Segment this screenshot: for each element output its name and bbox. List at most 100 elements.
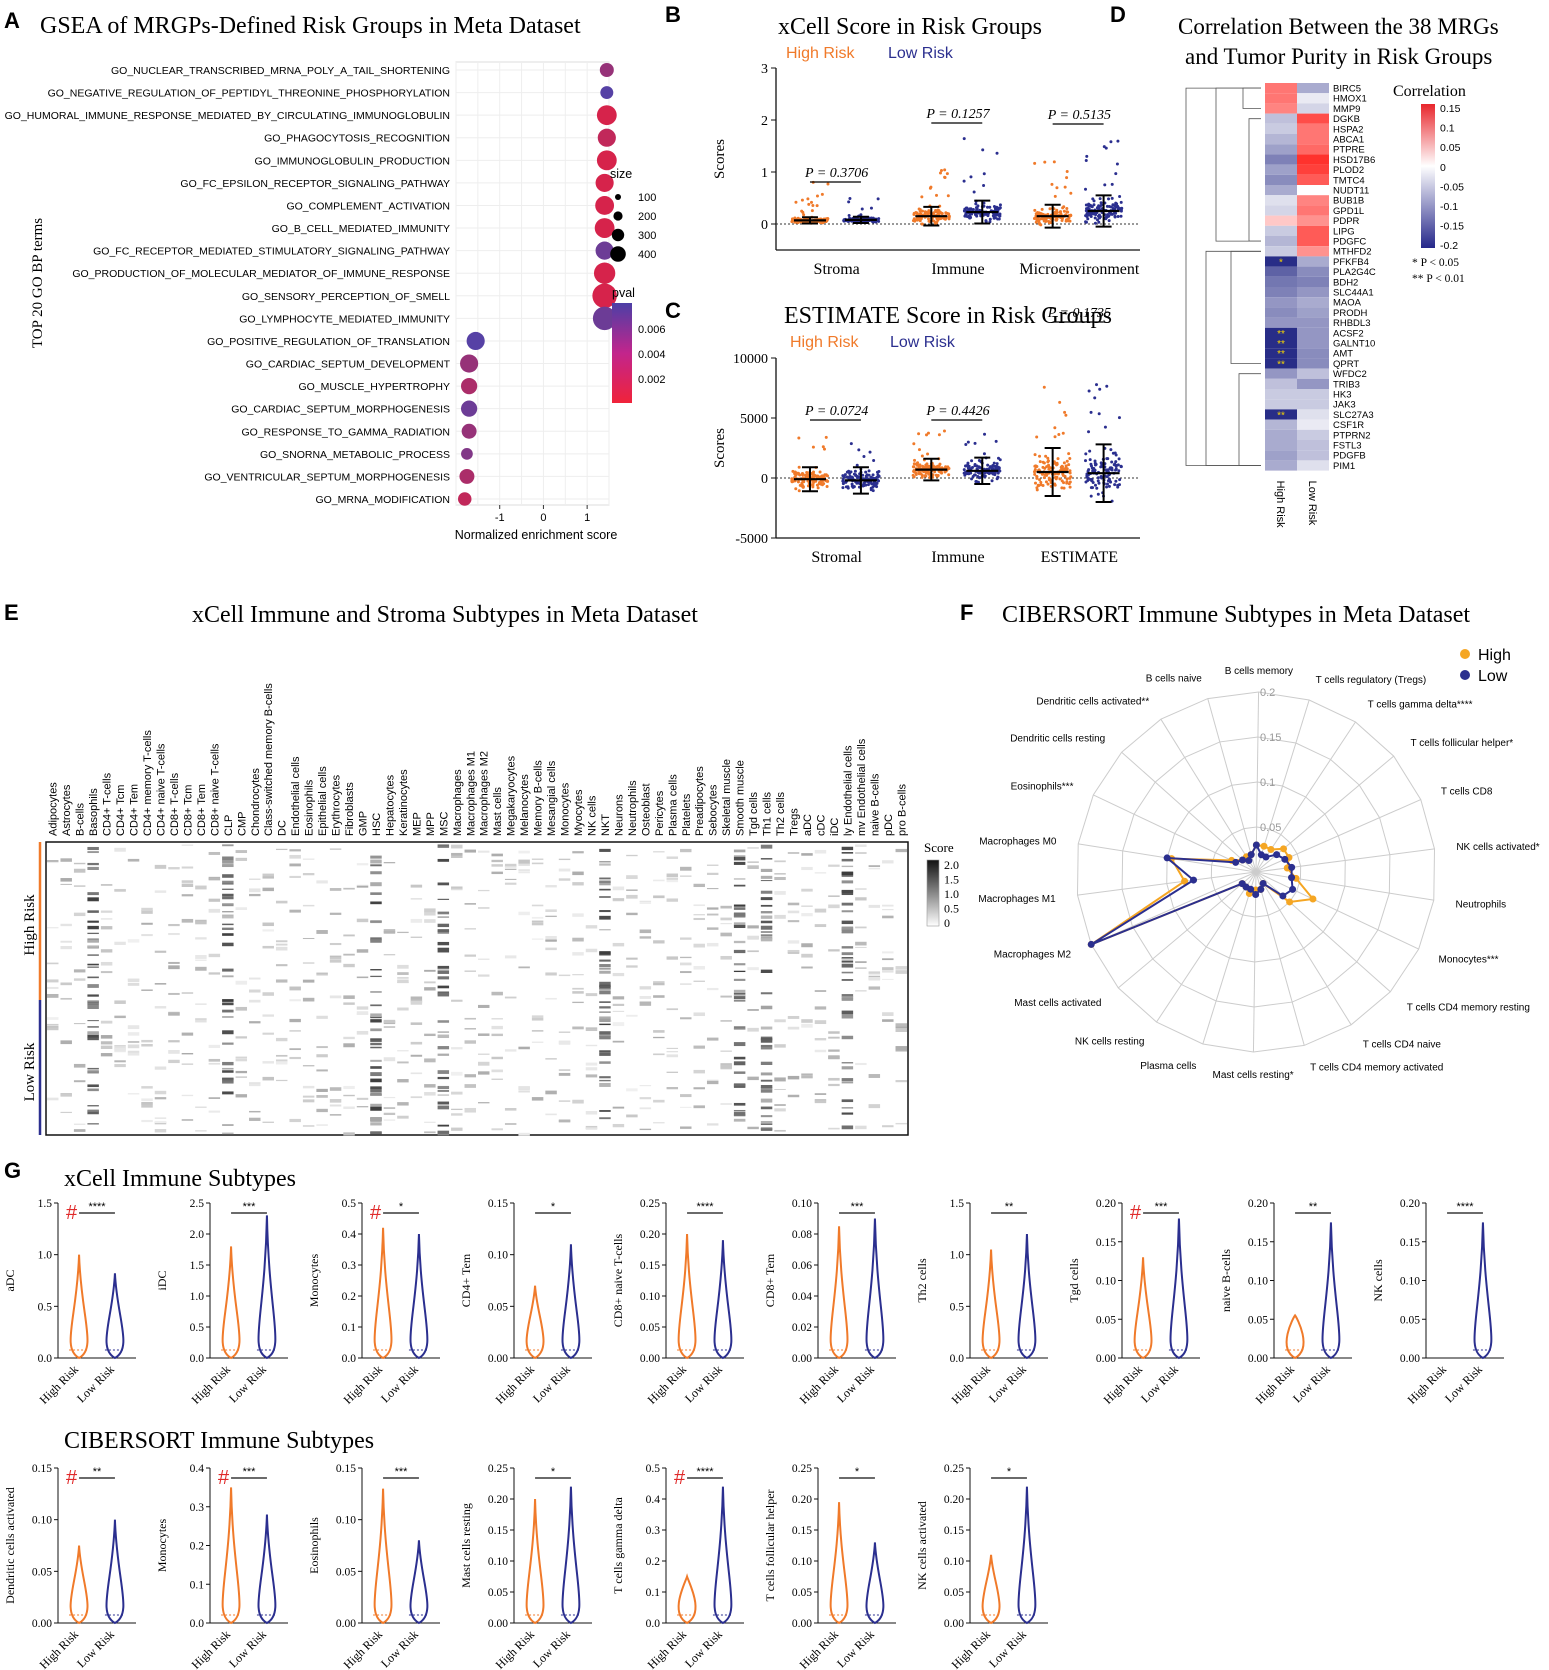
heat-cell xyxy=(168,1049,180,1054)
data-point xyxy=(1046,456,1050,460)
heat-cell xyxy=(639,902,652,904)
heat-cell xyxy=(222,1132,234,1135)
group-label: Low Risk xyxy=(226,1627,269,1670)
column-label: Astrocytes xyxy=(61,784,73,836)
heat-cell xyxy=(383,930,396,934)
heat-cell xyxy=(87,910,99,913)
heat-cell xyxy=(841,994,854,997)
heat-cell xyxy=(855,897,867,901)
data-point xyxy=(826,217,830,221)
data-point xyxy=(1067,452,1071,456)
heat-cell xyxy=(222,1016,234,1018)
heat-cell xyxy=(1265,134,1297,145)
radar-point xyxy=(1288,874,1296,882)
data-point xyxy=(1035,476,1039,480)
radar-point xyxy=(1259,879,1267,887)
group-label: High Risk xyxy=(189,1627,234,1670)
heat-cell xyxy=(747,925,759,929)
heat-cell xyxy=(437,929,450,932)
legend-label-high: High xyxy=(1478,647,1511,664)
score-tick-label: 0 xyxy=(944,916,950,930)
violin-shape xyxy=(865,1218,885,1360)
heat-cell xyxy=(558,974,571,977)
heat-cell xyxy=(329,959,342,963)
heat-cell xyxy=(572,991,584,994)
heat-cell xyxy=(882,970,894,973)
heat-cell xyxy=(208,1110,221,1113)
sig-note: ** P < 0.01 xyxy=(1412,273,1465,285)
heat-cell xyxy=(47,1025,59,1029)
y-tick-label: 0.0 xyxy=(950,1353,965,1365)
heat-cell xyxy=(464,970,476,972)
data-point xyxy=(1053,426,1057,430)
y-tick-label: 1 xyxy=(761,166,768,181)
heat-cell xyxy=(87,939,99,943)
heat-cell xyxy=(666,956,679,960)
heat-cell xyxy=(1297,144,1329,155)
y-tick-label: 0.05 xyxy=(336,1566,356,1578)
term-label: GO_NEGATIVE_REGULATION_OF_PEPTIDYL_THREO… xyxy=(48,88,450,100)
heat-cell xyxy=(653,982,665,986)
y-tick-label: 0.10 xyxy=(944,1556,964,1568)
data-point xyxy=(926,431,930,435)
heat-cell xyxy=(100,1053,113,1057)
violin-shape xyxy=(981,1554,1001,1625)
radar-spoke xyxy=(1255,871,1419,950)
data-point xyxy=(934,210,938,214)
gene-label: MAOA xyxy=(1333,298,1362,309)
heat-cell xyxy=(612,1106,625,1109)
data-point xyxy=(1114,172,1118,176)
heat-cell xyxy=(316,1124,328,1126)
heat-cell xyxy=(249,893,261,897)
hash-mark: # xyxy=(370,1202,382,1224)
heat-cell xyxy=(653,851,665,853)
heat-cell xyxy=(60,946,72,950)
column-label: MPP xyxy=(425,812,437,836)
y-tick-label: 0.00 xyxy=(1400,1353,1420,1365)
gene-label: GPD1L xyxy=(1333,206,1364,217)
heat-cell xyxy=(787,910,800,914)
heat-cell xyxy=(760,1106,773,1110)
heat-cell xyxy=(518,911,530,916)
heat-cell xyxy=(518,966,530,969)
heat-cell xyxy=(370,975,382,978)
heat-cell xyxy=(545,947,557,951)
column-label: Low Risk xyxy=(1306,481,1318,526)
column-label: cDC xyxy=(815,815,827,836)
heat-cell xyxy=(73,1123,86,1125)
heat-cell xyxy=(87,892,99,896)
sig-label: *** xyxy=(243,1466,257,1478)
data-point xyxy=(1113,215,1117,219)
heat-cell xyxy=(895,1122,907,1125)
heat-cell xyxy=(1297,297,1329,308)
data-point xyxy=(1043,160,1047,164)
heat-cell xyxy=(141,1119,153,1123)
column-label: NKT xyxy=(600,814,612,836)
radar-spoke xyxy=(1255,871,1352,1026)
data-point xyxy=(986,463,990,467)
heat-cell xyxy=(195,1003,207,1005)
column-label: Keratinocytes xyxy=(398,769,410,836)
data-point xyxy=(1061,431,1065,435)
radar-category-label: Dendritic cells activated** xyxy=(1036,697,1149,708)
heat-cell xyxy=(612,886,625,891)
data-point xyxy=(797,489,801,493)
data-point xyxy=(872,458,876,462)
column-label: NK cells xyxy=(586,795,598,836)
data-point xyxy=(1054,472,1058,476)
corr-tick-label: -0.1 xyxy=(1440,201,1458,213)
violin-ylabel: Monocytes xyxy=(307,1254,321,1308)
data-point xyxy=(1098,387,1102,391)
heat-cell xyxy=(801,888,813,892)
heat-cell xyxy=(168,1040,180,1043)
heat-cell xyxy=(249,1110,261,1113)
gene-label: BUB1B xyxy=(1333,196,1364,207)
heat-cell xyxy=(478,1053,490,1055)
heat-cell xyxy=(599,1001,611,1003)
heat-cell xyxy=(599,1035,611,1040)
column-label: Eosinophils xyxy=(304,779,316,836)
data-point xyxy=(912,475,916,479)
data-point xyxy=(1098,197,1102,201)
heat-cell xyxy=(504,955,517,959)
heat-cell xyxy=(289,1118,301,1123)
